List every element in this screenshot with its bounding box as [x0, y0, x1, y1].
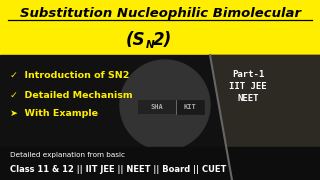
Bar [0, 55, 320, 180]
Text: N: N [146, 40, 155, 50]
Text: Part-1: Part-1 [232, 70, 264, 79]
Polygon shape [210, 55, 320, 180]
Text: (S: (S [125, 31, 145, 49]
Text: KIT: KIT [184, 104, 196, 110]
Text: ➤  With Example: ➤ With Example [10, 109, 98, 118]
Text: ✓  Introduction of SN2: ✓ Introduction of SN2 [10, 71, 129, 80]
Text: NEET: NEET [237, 94, 259, 103]
Text: SHA: SHA [151, 104, 164, 110]
Text: 2): 2) [153, 31, 172, 49]
Text: Substitution Nucleophilic Bimolecular: Substitution Nucleophilic Bimolecular [20, 8, 300, 21]
Text: ✓  Detailed Mechanism: ✓ Detailed Mechanism [10, 91, 132, 100]
Circle shape [120, 60, 210, 150]
Bar [0, 147, 320, 180]
Bar [138, 100, 176, 114]
Bar [176, 100, 204, 114]
Bar [0, 0, 320, 55]
Text: Detailed explanation from basic: Detailed explanation from basic [10, 152, 125, 158]
Text: IIT JEE: IIT JEE [229, 82, 267, 91]
Text: Class 11 & 12 || IIT JEE || NEET || Board || CUET: Class 11 & 12 || IIT JEE || NEET || Boar… [10, 165, 226, 174]
